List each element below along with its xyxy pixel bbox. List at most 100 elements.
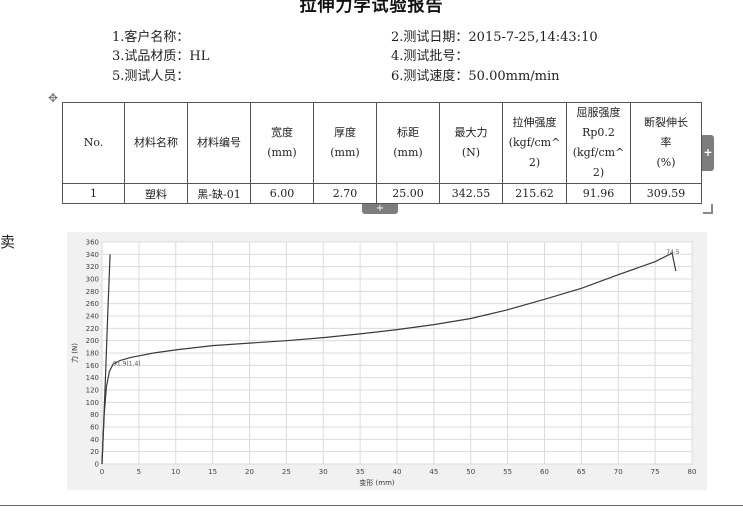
info-batch: 4.测试批号：: [391, 45, 468, 64]
y-tick-label: 240: [86, 313, 99, 321]
x-tick-label: 20: [245, 468, 254, 476]
date-label: 2.测试日期：: [391, 30, 469, 45]
x-tick-label: 25: [282, 468, 291, 476]
y-tick-label: 260: [86, 300, 99, 308]
table-cell: 25.00: [376, 183, 440, 204]
table-cell: 黑-缺-01: [187, 183, 251, 204]
y-tick-label: 40: [90, 436, 99, 444]
tester-label: 5.测试人员：: [112, 69, 190, 84]
y-tick-label: 60: [90, 424, 99, 432]
header-line: (kgf/cm^: [572, 146, 625, 159]
x-tick-label: 35: [356, 468, 365, 476]
table-header-cell: No.: [62, 102, 125, 184]
header-line: (kgf/cm^: [508, 136, 561, 149]
batch-label: 4.测试批号：: [391, 49, 469, 64]
info-customer: 1.客户名称：: [112, 26, 189, 45]
resize-handle[interactable]: [703, 204, 713, 214]
info-material: 3.试品材质：HL: [112, 45, 209, 64]
table-cell: 342.55: [439, 183, 503, 204]
material-value: HL: [189, 49, 210, 64]
y-tick-label: 320: [86, 263, 99, 271]
x-tick-label: 60: [540, 468, 549, 476]
material-label: 3.试品材质：: [112, 49, 190, 64]
series-line: [101, 252, 677, 465]
add-column-button[interactable]: +: [702, 135, 714, 171]
x-tick-label: 65: [577, 468, 586, 476]
header-line: (N): [461, 146, 481, 159]
y-tick-label: 220: [86, 325, 99, 333]
header-line: (mm): [267, 146, 297, 159]
results-table: No. 材料名称 材料编号 宽度 (mm) 厚度 (mm) 标距 (mm) 最大力 (N) 拉伸强度 (…: [62, 102, 702, 204]
header-line: Rp0.2: [582, 126, 615, 139]
table-cell: 91.96: [566, 183, 631, 204]
header-line: (%): [656, 156, 676, 169]
table-header-cell: 拉伸强度 (kgf/cm^ 2): [502, 102, 567, 184]
table-header-row: No. 材料名称 材料编号 宽度 (mm) 厚度 (mm) 标距 (mm) 最大力 (N) 拉伸强度 (…: [62, 102, 702, 184]
header-line: 断裂伸长: [644, 116, 688, 129]
header-line: 厚度: [334, 126, 356, 139]
table-header-cell: 材料名称: [124, 102, 188, 184]
header-line: 材料编号: [197, 136, 241, 149]
left-edge-text: 卖: [0, 233, 16, 251]
y-tick-label: 300: [86, 276, 99, 284]
force-deformation-chart-panel: 0 5 10 15 20 25 30 35 40 45 50 55 60 65 70 75 80 0 20 40 60 8…: [67, 232, 707, 490]
header-line: 材料名称: [134, 136, 178, 149]
x-tick-label: 5: [137, 468, 141, 476]
table-cell: 1: [62, 183, 125, 204]
y-tick-label: 180: [86, 350, 99, 358]
info-tester: 5.测试人员：: [112, 65, 189, 84]
x-tick-label: 40: [393, 468, 402, 476]
x-tick-label: 50: [466, 468, 475, 476]
y-tick-label: 0: [95, 461, 99, 469]
add-row-button[interactable]: +: [362, 204, 398, 214]
y-tick-label: 80: [90, 411, 99, 419]
header-line: 2): [592, 166, 605, 179]
header-line: 拉伸强度: [512, 116, 557, 129]
data-annotation: 91.9(1.4): [113, 360, 141, 367]
y-tick-label: 360: [86, 239, 99, 247]
table-cell: 2.70: [313, 183, 377, 204]
y-tick-label: 100: [86, 399, 99, 407]
x-tick-label: 80: [688, 468, 697, 476]
y-tick-label: 20: [90, 448, 99, 456]
table-cell: 215.62: [502, 183, 567, 204]
table-row: 1 塑料 黑-缺-01 6.00 2.70 25.00 342.55 215.62 91.96 3…: [62, 183, 702, 204]
table-header-cell: 标距 (mm): [376, 102, 440, 184]
table-cell: 塑料: [124, 183, 188, 204]
header-line: No.: [83, 136, 104, 149]
header-line: 率: [660, 136, 672, 149]
header-line: 宽度: [271, 126, 293, 139]
report-title: 拉伸力学试验报告: [299, 0, 444, 16]
bottom-divider: [0, 505, 743, 506]
info-date: 2.测试日期：2015-7-25,14:43:10: [391, 26, 598, 45]
force-deformation-chart: 0 5 10 15 20 25 30 35 40 45 50 55 60 65 70 75 80 0 20 40 60 8…: [70, 239, 697, 488]
x-tick-label: 75: [651, 468, 660, 476]
x-tick-label: 45: [429, 468, 438, 476]
x-tick-label: 55: [503, 468, 512, 476]
y-tick-label: 140: [86, 374, 99, 382]
customer-label: 1.客户名称：: [112, 30, 190, 45]
speed-label: 6.测试速度：: [391, 69, 469, 84]
x-tick-label: 0: [100, 468, 104, 476]
y-tick-label: 120: [86, 387, 99, 395]
y-axis-label: 力 (N): [70, 343, 79, 363]
move-handle-icon[interactable]: ✥: [48, 91, 59, 105]
header-line: (mm): [393, 146, 423, 159]
header-line: 2): [528, 156, 541, 169]
y-tick-label: 340: [86, 251, 99, 259]
table-header-cell: 厚度 (mm): [313, 102, 377, 184]
info-speed: 6.测试速度：50.00mm/min: [391, 65, 560, 84]
table-cell: 309.59: [630, 183, 702, 204]
table-header-cell: 最大力 (N): [439, 102, 503, 184]
x-tick-label: 15: [208, 468, 217, 476]
x-axis-label: 变形 (mm): [359, 478, 395, 487]
header-line: 屈服强度: [576, 106, 621, 119]
y-tick-label: 200: [86, 337, 99, 345]
data-annotation: 74.5: [666, 249, 680, 256]
date-value: 2015-7-25,14:43:10: [468, 30, 598, 45]
y-tick-label: 160: [86, 362, 99, 370]
table-header-cell: 断裂伸长率 (%): [630, 102, 702, 184]
table-header-cell: 屈服强度 Rp0.2 (kgf/cm^ 2): [566, 102, 631, 184]
series-line: [101, 254, 111, 465]
x-tick-label: 70: [614, 468, 623, 476]
